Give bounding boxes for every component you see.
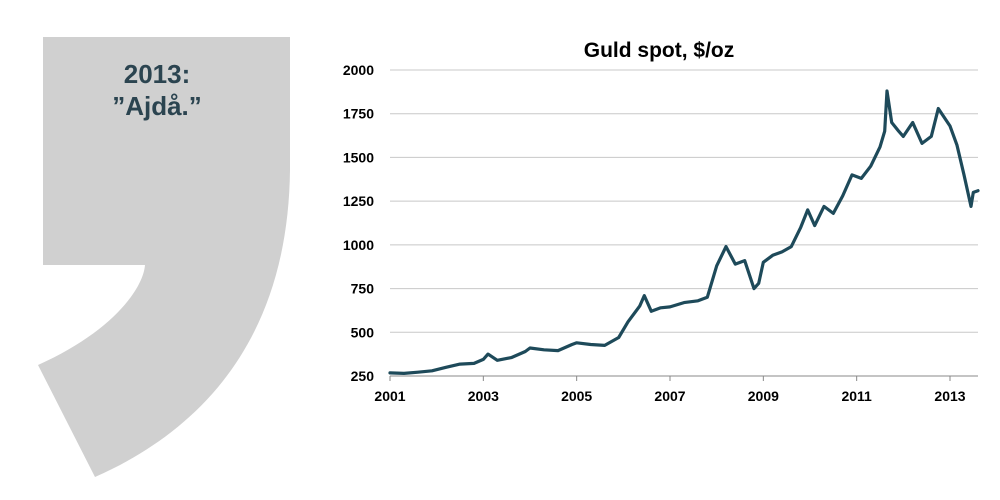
y-tick-label: 1500 — [343, 149, 374, 165]
x-tick-label: 2013 — [934, 388, 965, 404]
chart-title: Guld spot, $/oz — [584, 39, 735, 62]
x-tick-label: 2009 — [748, 388, 779, 404]
x-tick-label: 2001 — [374, 388, 405, 404]
x-axis-ticks: 2001 2003 2005 2007 2009 2011 2013 — [374, 376, 966, 404]
quote-mark-shape — [38, 37, 290, 477]
quote-phrase: ”Ajdå.” — [112, 91, 202, 121]
quote-text: 2013: ”Ajdå.” — [62, 58, 252, 122]
y-tick-label: 1750 — [343, 106, 374, 122]
x-tick-label: 2005 — [561, 388, 592, 404]
x-tick-label: 2003 — [468, 388, 499, 404]
gold-price-chart: Guld spot, $/oz 250 500 750 1000 1250 1500 175… — [343, 39, 980, 404]
y-axis-ticks: 250 500 750 1000 1250 1500 1750 2000 — [343, 62, 374, 384]
y-tick-label: 250 — [351, 368, 375, 384]
y-tick-label: 2000 — [343, 62, 374, 78]
quote-mark-path — [38, 37, 290, 477]
x-tick-label: 2007 — [654, 388, 685, 404]
gridlines — [390, 69, 978, 333]
y-tick-label: 750 — [351, 281, 375, 297]
y-tick-label: 500 — [351, 324, 375, 340]
y-tick-label: 1250 — [343, 193, 374, 209]
quote-year: 2013: — [123, 59, 191, 89]
x-tick-label: 2011 — [841, 388, 872, 404]
y-tick-label: 1000 — [343, 237, 374, 253]
gold-price-line — [388, 89, 980, 375]
